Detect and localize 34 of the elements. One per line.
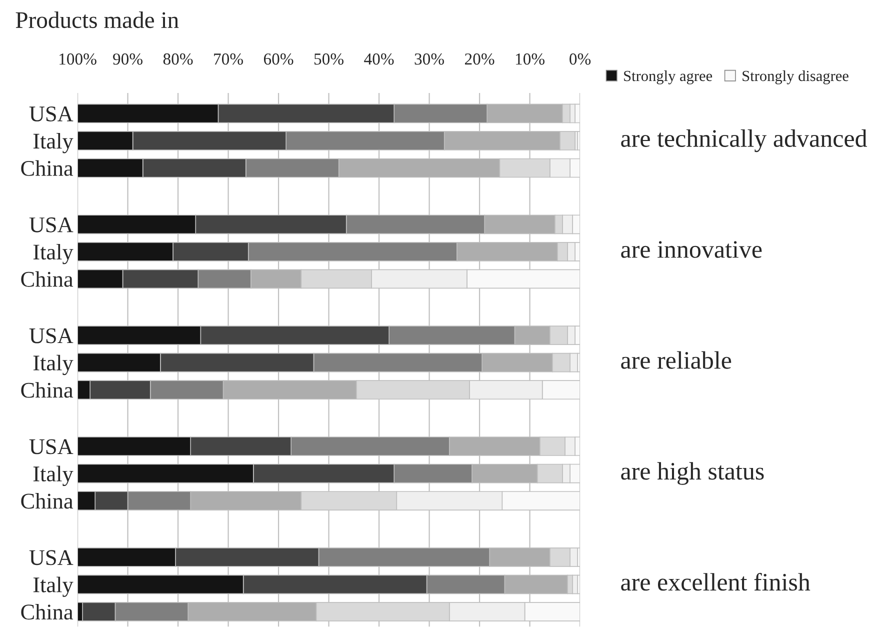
x-tick-label: 100% (60, 53, 96, 65)
x-tick-label: 20% (464, 53, 494, 65)
y-tick-label: USA (29, 550, 74, 566)
legend-label: Strongly agree (624, 70, 712, 84)
x-tick-label: 60% (264, 53, 294, 65)
x-tick-label: 50% (314, 53, 344, 65)
x-tick-label: 80% (163, 53, 193, 65)
y-tick-label: USA (29, 439, 74, 454)
text: Strongly disagree (742, 70, 848, 84)
y-tick-label: China (21, 604, 74, 620)
x-tick-label: 70% (214, 53, 243, 65)
y-tick-label: USA (29, 328, 74, 344)
chart-title: Products made in (16, 11, 179, 28)
y-tick-label: USA (29, 217, 74, 232)
y-tick-label: Italy (33, 244, 74, 264)
text: are technically advanced (621, 129, 868, 152)
y-tick-label: Italy (33, 576, 74, 597)
y-tick-label: China (21, 160, 74, 176)
x-tick-label: 90% (113, 53, 142, 65)
x-tick-label: 30% (414, 53, 444, 65)
y-tick-label: China (21, 493, 74, 509)
text: are high status (621, 462, 764, 485)
x-tick-label: 0% (570, 53, 591, 65)
x-tick-label: 40% (364, 53, 394, 65)
y-tick-label: USA (29, 106, 74, 122)
y-tick-label: Italy (33, 133, 74, 154)
text: are innovative (621, 241, 762, 258)
y-tick-label: China (21, 382, 74, 398)
y-tick-label: Italy (33, 466, 74, 486)
text: are excellent finish (621, 572, 810, 591)
text: are reliable (621, 351, 732, 369)
x-tick-label: 10% (516, 53, 544, 65)
y-tick-label: China (21, 271, 74, 287)
y-tick-label: Italy (33, 354, 74, 376)
